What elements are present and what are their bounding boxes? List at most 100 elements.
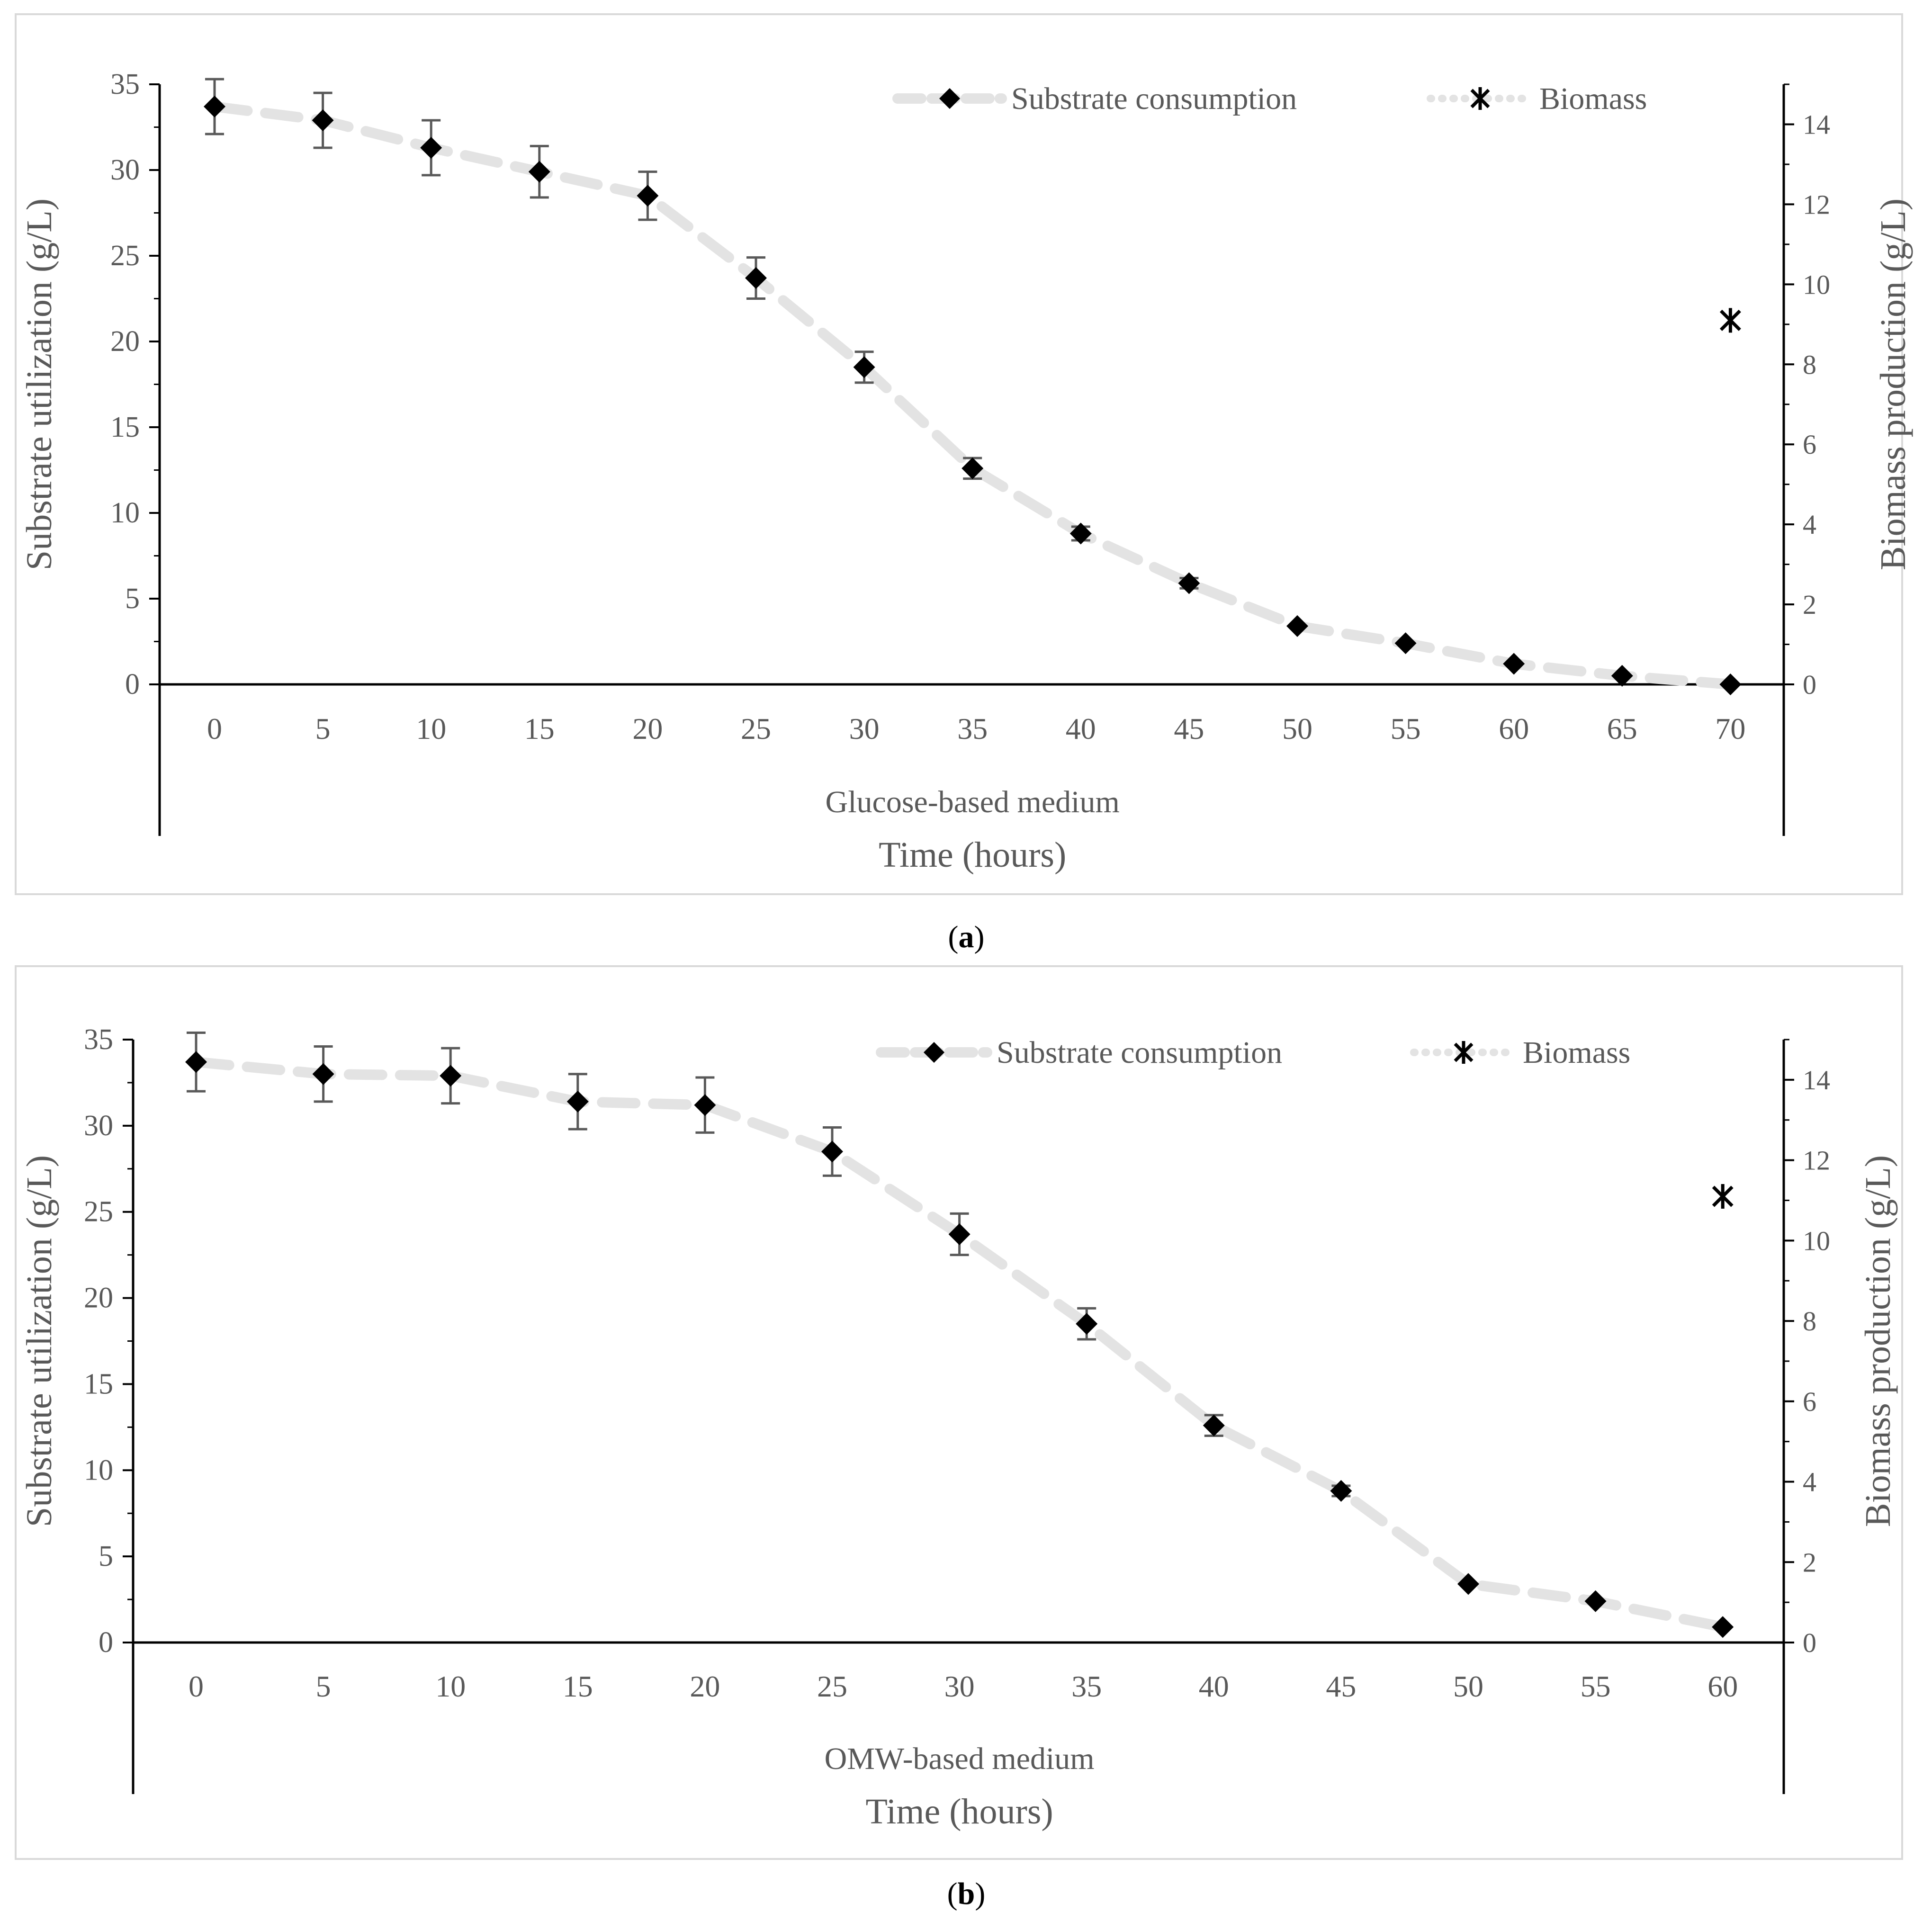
x-tick-label: 10: [416, 712, 446, 745]
y-tick-label-left: 15: [84, 1368, 113, 1400]
chart-panel-b: 0 5 10 15 20 25 30 35 0 2 4 6 8 10 12 14 0 5 10 15 20 25 30 35 4…: [15, 965, 1903, 1860]
panel-caption-letter: a: [959, 920, 974, 954]
x-tick-label: 55: [1581, 1670, 1611, 1703]
x-tick-label: 0: [207, 712, 222, 745]
y-tick-label-left: 5: [99, 1540, 113, 1572]
y-tick-label-right: 8: [1803, 1306, 1816, 1337]
data-point-substrate-consumption: [1584, 1590, 1607, 1612]
data-point-substrate-consumption: [853, 356, 875, 378]
x-tick-label: 20: [632, 712, 663, 745]
x-category-group-label: OMW-based medium: [825, 1741, 1095, 1776]
y-tick-label-right: 0: [1803, 1627, 1816, 1658]
y-tick-label-left: 30: [110, 154, 140, 186]
legend-marker-diamond: [939, 88, 960, 109]
y-tick-label-right: 12: [1803, 189, 1830, 220]
panel-caption-letter: b: [958, 1876, 975, 1911]
y-tick-label-left: 20: [84, 1282, 113, 1314]
chart-frame: [15, 13, 1903, 895]
x-tick-label: 45: [1326, 1670, 1356, 1703]
x-tick-label: 15: [563, 1670, 593, 1703]
y-axis-title-right: Biomass production (g/L): [1873, 198, 1913, 570]
x-tick-label: 40: [1066, 712, 1096, 745]
y-tick-label-right: 10: [1803, 1225, 1830, 1256]
x-axis-title: Time (hours): [865, 1792, 1053, 1831]
x-axis-title: Time (hours): [879, 835, 1066, 875]
legend: Substrate consumption Biomass: [876, 1035, 1630, 1070]
x-tick-label: 10: [435, 1670, 466, 1703]
chart-frame: [15, 965, 1903, 1860]
legend-marker-asterisk: [1470, 87, 1490, 110]
x-tick-label: 50: [1282, 712, 1312, 745]
x-tick-label: 35: [957, 712, 988, 745]
data-point-substrate-consumption: [312, 109, 334, 132]
y-tick-label-left: 10: [110, 497, 140, 529]
x-tick-label: 25: [817, 1670, 847, 1703]
y-tick-label-left: 0: [99, 1626, 113, 1659]
x-tick-label: 70: [1715, 712, 1745, 745]
y-tick-label-left: 0: [125, 668, 140, 700]
y-tick-label-left: 5: [125, 583, 140, 615]
data-point-substrate-consumption: [821, 1140, 843, 1163]
x-tick-label: 0: [189, 1670, 204, 1703]
data-point-substrate-consumption: [204, 96, 225, 118]
data-point-substrate-consumption: [440, 1065, 462, 1087]
y-tick-label-right: 14: [1803, 109, 1830, 140]
data-point-substrate-consumption: [1611, 664, 1633, 687]
data-point-substrate-consumption: [1719, 673, 1742, 695]
y-tick-label-left: 35: [84, 1023, 113, 1056]
series-line-substrate-consumption: [209, 101, 1736, 690]
y-tick-label-right: 0: [1803, 669, 1816, 700]
data-point-substrate-consumption: [948, 1223, 970, 1245]
data-point-substrate-consumption: [420, 136, 442, 159]
x-tick-label: 5: [315, 712, 331, 745]
x-tick-label: 50: [1453, 1670, 1483, 1703]
x-tick-label: 15: [524, 712, 555, 745]
data-point-substrate-consumption: [1503, 653, 1525, 675]
data-point-biomass: [1719, 308, 1741, 333]
data-point-substrate-consumption: [1178, 572, 1200, 594]
y-tick-label-right: 2: [1803, 1547, 1816, 1578]
x-tick-label: 60: [1499, 712, 1529, 745]
x-tick-label: 25: [741, 712, 771, 745]
x-tick-label: 45: [1174, 712, 1204, 745]
legend-label-substrate: Substrate consumption: [997, 1035, 1282, 1070]
x-tick-label: 60: [1707, 1670, 1738, 1703]
chart-panel-a: 0 5 10 15 20 25 30 35 0 2 4 6 8 10 12 14 0 5 10 15 20 25 30 35 4…: [15, 13, 1913, 895]
y-tick-label-right: 14: [1803, 1065, 1830, 1095]
data-point-substrate-consumption: [312, 1063, 334, 1085]
x-tick-label: 40: [1199, 1670, 1229, 1703]
data-point-substrate-consumption: [1330, 1480, 1352, 1502]
x-tick-label: 30: [849, 712, 880, 745]
data-point-substrate-consumption: [1286, 615, 1308, 637]
legend-label-biomass: Biomass: [1523, 1035, 1630, 1070]
x-tick-label: 35: [1071, 1670, 1102, 1703]
y-tick-label-right: 10: [1803, 269, 1830, 300]
data-point-substrate-consumption: [1394, 632, 1417, 655]
data-point-substrate-consumption: [1712, 1616, 1734, 1638]
legend-marker-asterisk: [1454, 1041, 1474, 1064]
data-point-substrate-consumption: [637, 185, 659, 207]
y-tick-label-right: 12: [1803, 1145, 1830, 1176]
y-tick-label-left: 25: [110, 240, 140, 272]
series-line-substrate-consumption: [191, 1057, 1728, 1633]
y-tick-label-left: 35: [110, 68, 140, 100]
x-tick-label: 65: [1607, 712, 1637, 745]
x-tick-label: 30: [944, 1670, 975, 1703]
y-tick-label-left: 30: [84, 1110, 113, 1142]
data-point-substrate-consumption: [1069, 522, 1092, 545]
y-tick-label-left: 15: [110, 411, 140, 443]
y-tick-label-right: 4: [1803, 509, 1816, 540]
data-point-substrate-consumption: [694, 1094, 716, 1116]
x-tick-label: 5: [316, 1670, 331, 1703]
x-tick-label: 20: [690, 1670, 720, 1703]
legend-marker-diamond: [924, 1042, 944, 1063]
x-category-group-label: Glucose-based medium: [826, 785, 1120, 819]
panel-caption-a: (a): [948, 920, 985, 954]
data-point-substrate-consumption: [1203, 1414, 1225, 1436]
y-tick-label-right: 2: [1803, 589, 1816, 620]
legend: Substrate consumption Biomass: [892, 81, 1647, 116]
y-tick-label-right: 6: [1803, 1386, 1816, 1417]
data-point-substrate-consumption: [1076, 1313, 1098, 1335]
y-axis-title-left: Substrate utilization (g/L): [19, 198, 59, 570]
